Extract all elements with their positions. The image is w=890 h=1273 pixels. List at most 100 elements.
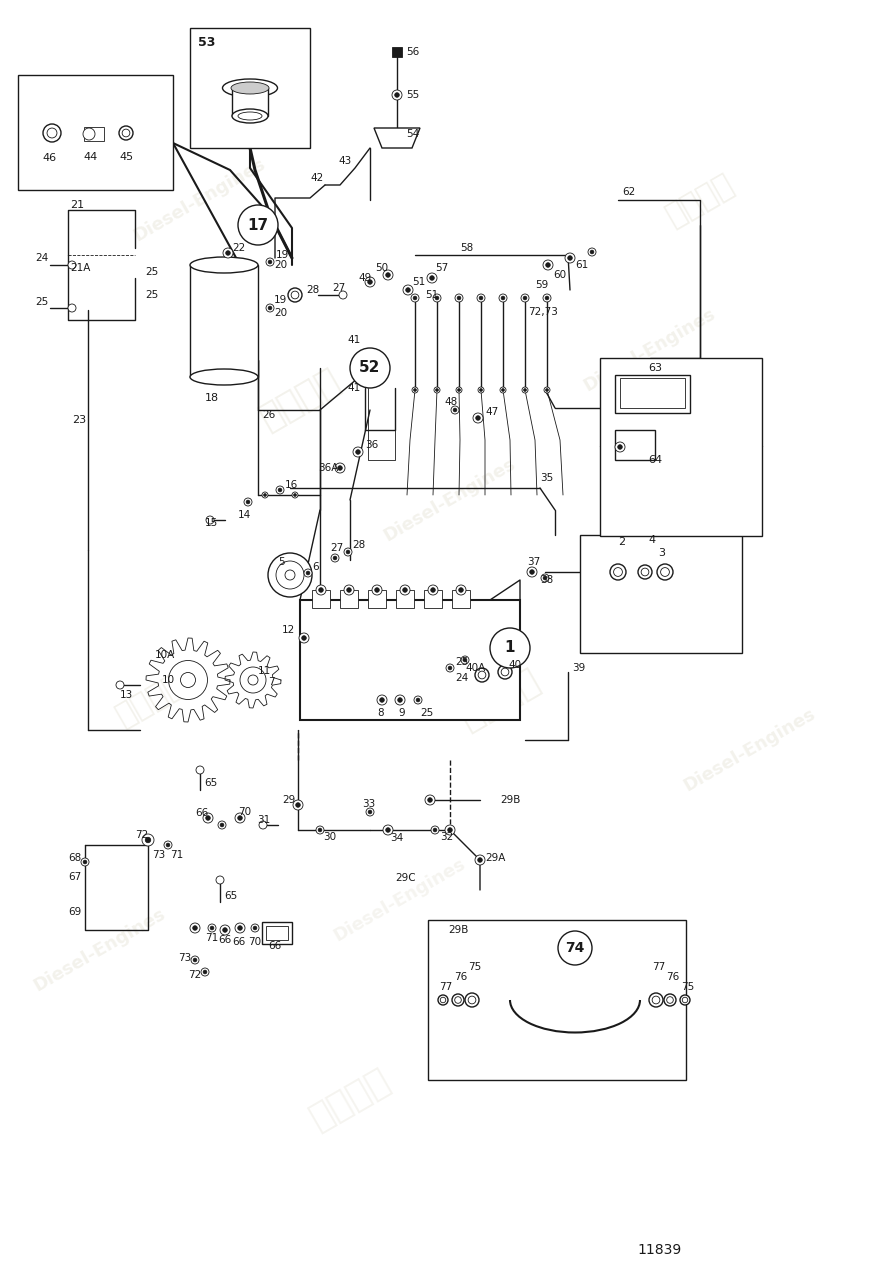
Circle shape	[181, 672, 196, 687]
Text: 11839: 11839	[638, 1242, 682, 1256]
Circle shape	[383, 270, 393, 280]
Circle shape	[294, 494, 296, 496]
Circle shape	[142, 834, 154, 847]
Circle shape	[530, 570, 534, 574]
Text: 19: 19	[276, 250, 289, 260]
Circle shape	[201, 967, 209, 976]
Circle shape	[523, 297, 527, 300]
Circle shape	[457, 388, 460, 391]
Circle shape	[476, 416, 481, 420]
Circle shape	[337, 466, 343, 470]
Circle shape	[253, 927, 257, 929]
Circle shape	[193, 959, 197, 962]
Text: 29: 29	[282, 796, 295, 805]
Circle shape	[610, 564, 626, 580]
Text: 73: 73	[178, 953, 191, 962]
Circle shape	[683, 997, 688, 1003]
Bar	[615, 376, 690, 412]
Circle shape	[480, 388, 482, 391]
Circle shape	[458, 588, 464, 592]
Circle shape	[218, 821, 226, 829]
Bar	[580, 535, 742, 653]
Circle shape	[568, 256, 572, 260]
Bar	[428, 920, 686, 1080]
Circle shape	[306, 572, 310, 575]
Circle shape	[238, 205, 278, 244]
Text: 44: 44	[83, 151, 97, 162]
Text: 54: 54	[406, 129, 419, 139]
Text: 51: 51	[412, 278, 425, 286]
Circle shape	[47, 129, 57, 137]
Circle shape	[544, 387, 550, 393]
Circle shape	[385, 272, 390, 278]
Circle shape	[427, 272, 437, 283]
Circle shape	[206, 816, 210, 820]
Circle shape	[302, 635, 306, 640]
Circle shape	[116, 681, 124, 689]
Circle shape	[210, 927, 214, 929]
Text: 31: 31	[257, 815, 271, 825]
Text: 20: 20	[274, 260, 287, 270]
Circle shape	[413, 297, 417, 300]
Circle shape	[433, 829, 437, 831]
Circle shape	[541, 574, 549, 582]
Circle shape	[414, 696, 422, 704]
Text: 61: 61	[575, 260, 588, 270]
Circle shape	[435, 297, 439, 300]
Circle shape	[346, 550, 350, 554]
Circle shape	[465, 993, 479, 1007]
Text: 76: 76	[454, 973, 467, 981]
Circle shape	[475, 855, 485, 864]
Circle shape	[251, 924, 259, 932]
Circle shape	[441, 997, 446, 1003]
Circle shape	[145, 838, 150, 843]
Circle shape	[590, 251, 594, 253]
Circle shape	[247, 500, 250, 504]
Circle shape	[206, 516, 214, 524]
Text: 47: 47	[485, 407, 498, 418]
Text: 45: 45	[119, 151, 134, 162]
Ellipse shape	[238, 112, 262, 120]
Circle shape	[292, 491, 298, 498]
Circle shape	[377, 695, 387, 705]
Circle shape	[446, 665, 454, 672]
Text: 42: 42	[310, 173, 323, 183]
Text: 24: 24	[455, 673, 468, 684]
Circle shape	[122, 129, 130, 137]
Circle shape	[295, 803, 300, 807]
Circle shape	[479, 297, 482, 300]
Text: 72: 72	[135, 830, 149, 840]
Circle shape	[395, 93, 400, 97]
Text: 36A: 36A	[318, 463, 338, 474]
Circle shape	[208, 924, 216, 932]
Circle shape	[68, 261, 76, 269]
Circle shape	[395, 695, 405, 705]
Text: 35: 35	[540, 474, 554, 482]
Polygon shape	[374, 129, 420, 148]
Circle shape	[276, 486, 284, 494]
Circle shape	[293, 799, 303, 810]
Circle shape	[331, 554, 339, 561]
Circle shape	[266, 304, 274, 312]
Text: 30: 30	[323, 833, 336, 841]
Text: 13: 13	[120, 690, 134, 700]
Text: 15: 15	[205, 518, 218, 528]
Text: 柴发动力: 柴发动力	[304, 1064, 396, 1137]
Circle shape	[316, 586, 326, 594]
Circle shape	[613, 568, 622, 577]
Text: 9: 9	[398, 708, 405, 718]
Circle shape	[523, 388, 526, 391]
Circle shape	[558, 931, 592, 965]
Text: 22: 22	[232, 243, 246, 253]
Text: 19: 19	[274, 295, 287, 306]
Circle shape	[333, 556, 336, 560]
Bar	[312, 589, 330, 608]
Text: 69: 69	[68, 906, 81, 917]
Circle shape	[166, 843, 170, 847]
Circle shape	[657, 564, 673, 580]
Ellipse shape	[232, 109, 268, 123]
Bar	[300, 600, 520, 721]
Circle shape	[434, 387, 440, 393]
Circle shape	[353, 447, 363, 457]
Circle shape	[203, 813, 213, 824]
